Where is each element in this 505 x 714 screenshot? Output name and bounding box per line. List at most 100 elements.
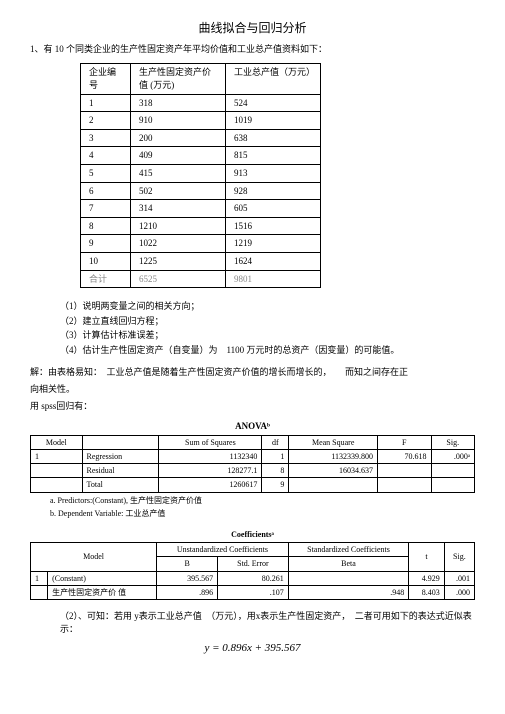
coef-unstd-header: Unstandardized Coefficients xyxy=(157,543,289,557)
coef-subheader: B xyxy=(157,557,218,571)
table-cell: 1022 xyxy=(131,235,226,253)
coef-subheader: Beta xyxy=(288,557,409,571)
anova-cell: Residual xyxy=(82,464,159,478)
anova-cell: 1 xyxy=(262,450,289,464)
table-cell: 605 xyxy=(226,200,321,218)
table-cell: 318 xyxy=(131,94,226,112)
coef-cell: .948 xyxy=(288,585,409,599)
data-table: 企业编号生产性固定资产价值 (万元)工业总产值（万元） 131852429101… xyxy=(80,63,321,288)
coef-cell: 395.567 xyxy=(157,571,218,585)
coef-cell: .000 xyxy=(444,585,474,599)
data-table-header: 工业总产值（万元） xyxy=(226,64,321,94)
question-item: （3）计算估计标准误差； xyxy=(60,329,475,342)
coef-std-header: Standardized Coefficients xyxy=(288,543,409,557)
anova-cell xyxy=(431,464,475,478)
anova-cell: 1 xyxy=(31,450,83,464)
table-cell: 5 xyxy=(81,164,131,182)
table-cell: 928 xyxy=(226,182,321,200)
anova-footnote-b: b. Dependent Variable: 工业总产值 xyxy=(50,508,475,519)
table-cell: 1210 xyxy=(131,217,226,235)
anova-cell: 1132339.800 xyxy=(289,450,378,464)
table-cell: 6 xyxy=(81,182,131,200)
anova-table: ModelSum of SquaresdfMean SquareFSig. 1R… xyxy=(30,435,475,493)
coef-sig-header: Sig. xyxy=(444,543,474,571)
data-table-header: 生产性固定资产价值 (万元) xyxy=(131,64,226,94)
table-cell: 524 xyxy=(226,94,321,112)
coef-cell: 1 xyxy=(31,571,48,585)
anova-footnote-a: a. Predictors:(Constant), 生产性固定资产价值 xyxy=(50,495,475,506)
table-cell: 910 xyxy=(131,112,226,130)
coef-cell: .107 xyxy=(218,585,289,599)
anova-cell xyxy=(378,464,431,478)
table-cell: 415 xyxy=(131,164,226,182)
table-cell: 409 xyxy=(131,147,226,165)
table-cell: 4 xyxy=(81,147,131,165)
anova-cell xyxy=(31,464,83,478)
anova-cell: 8 xyxy=(262,464,289,478)
table-cell: 1225 xyxy=(131,252,226,270)
data-table-header: 企业编号 xyxy=(81,64,131,94)
table-cell: 638 xyxy=(226,129,321,147)
table-cell: 1516 xyxy=(226,217,321,235)
anova-cell: 1260617 xyxy=(159,478,262,492)
anova-cell: 70.618 xyxy=(378,450,431,464)
table-cell: 3 xyxy=(81,129,131,147)
conclusion-text: （2）、可知：若用 y表示工业总产值 （万元），用x表示生产性固定资产， 二者可… xyxy=(60,610,475,635)
question-item: （4）估计生产性固定资产（自变量）为 1100 万元时的总资产（因变量）的可能值… xyxy=(60,344,475,357)
anova-header xyxy=(82,435,159,449)
anova-cell: .000ᵃ xyxy=(431,450,475,464)
anova-cell: Total xyxy=(82,478,159,492)
regression-equation: y = 0.896x + 395.567 xyxy=(30,641,475,656)
table-sum-cell: 6525 xyxy=(131,270,226,288)
anova-cell: 128277.1 xyxy=(159,464,262,478)
table-cell: 200 xyxy=(131,129,226,147)
coef-subheader: Std. Error xyxy=(218,557,289,571)
question-item: （2）建立直线回归方程； xyxy=(60,315,475,328)
table-cell: 1624 xyxy=(226,252,321,270)
coef-cell: (Constant) xyxy=(48,571,157,585)
table-cell: 8 xyxy=(81,217,131,235)
table-cell: 1219 xyxy=(226,235,321,253)
questions-list: （1）说明两变量之间的相关方向； （2）建立直线回归方程；（3）计算估计标准误差；… xyxy=(60,300,475,356)
anova-header: Model xyxy=(31,435,83,449)
table-cell: 2 xyxy=(81,112,131,130)
table-cell: 7 xyxy=(81,200,131,218)
anova-cell: Regression xyxy=(82,450,159,464)
analysis-line-2: 向相关性。 xyxy=(30,383,475,396)
page-title: 曲线拟合与回归分析 xyxy=(30,20,475,37)
anova-cell xyxy=(31,478,83,492)
analysis-line-3: 用 spss回归有： xyxy=(30,400,475,413)
anova-cell xyxy=(289,478,378,492)
table-cell: 502 xyxy=(131,182,226,200)
coef-title: Coefficientsᵃ xyxy=(30,529,475,540)
table-cell: 815 xyxy=(226,147,321,165)
anova-header: Sum of Squares xyxy=(159,435,262,449)
table-cell: 913 xyxy=(226,164,321,182)
anova-header: Sig. xyxy=(431,435,475,449)
anova-header: df xyxy=(262,435,289,449)
anova-header: F xyxy=(378,435,431,449)
anova-cell: 16034.637 xyxy=(289,464,378,478)
coef-cell: .896 xyxy=(157,585,218,599)
coef-cell: 生产性固定资产价 值 xyxy=(48,585,157,599)
table-cell: 9 xyxy=(81,235,131,253)
table-sum-cell: 9801 xyxy=(226,270,321,288)
coef-cell xyxy=(31,585,48,599)
anova-cell xyxy=(431,478,475,492)
anova-cell xyxy=(378,478,431,492)
table-cell: 1 xyxy=(81,94,131,112)
coef-cell: 4.929 xyxy=(409,571,444,585)
table-sum-cell: 合计 xyxy=(81,270,131,288)
table-cell: 314 xyxy=(131,200,226,218)
anova-header: Mean Square xyxy=(289,435,378,449)
coef-table: Model Unstandardized Coefficients Standa… xyxy=(30,542,475,600)
coef-cell: .001 xyxy=(444,571,474,585)
table-cell: 10 xyxy=(81,252,131,270)
anova-cell: 9 xyxy=(262,478,289,492)
table-cell: 1019 xyxy=(226,112,321,130)
anova-cell: 1132340 xyxy=(159,450,262,464)
analysis-line-1: 解：由表格易知： 工业总产值是随着生产性固定资产价值的增长而增长的， 而知之间存… xyxy=(30,366,475,379)
intro-text: 1、有 10 个同类企业的生产性固定资产年平均价值和工业总产值资料如下： xyxy=(30,43,475,56)
question-item: （1）说明两变量之间的相关方向； xyxy=(60,300,475,313)
coef-t-header: t xyxy=(409,543,444,571)
